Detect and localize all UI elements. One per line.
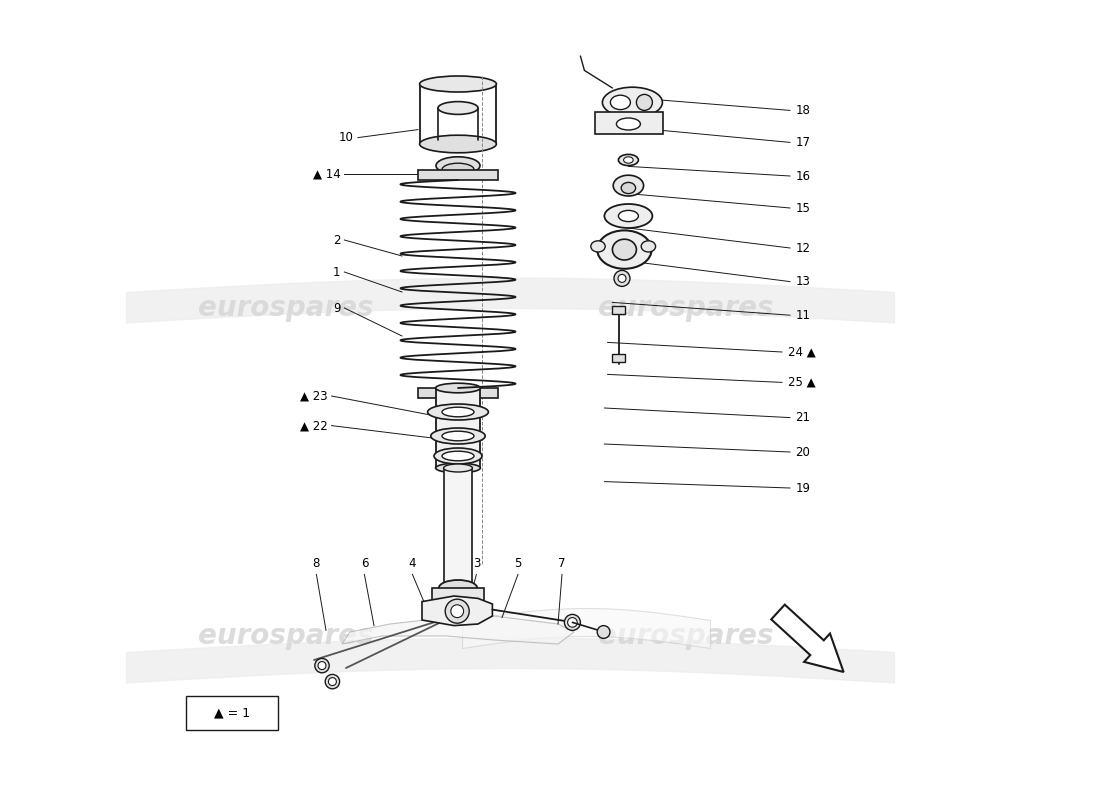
Ellipse shape [442, 407, 474, 417]
Text: 1: 1 [333, 266, 340, 278]
Text: 15: 15 [795, 202, 811, 214]
Circle shape [568, 618, 578, 627]
Ellipse shape [436, 383, 481, 393]
Ellipse shape [597, 230, 651, 269]
Ellipse shape [591, 241, 605, 252]
Circle shape [564, 614, 581, 630]
Text: 24 ▲: 24 ▲ [788, 346, 815, 358]
Text: 18: 18 [795, 104, 811, 117]
Ellipse shape [419, 76, 496, 92]
Ellipse shape [442, 431, 474, 441]
Circle shape [329, 678, 337, 686]
Ellipse shape [428, 404, 488, 420]
Text: 19: 19 [795, 482, 811, 494]
Ellipse shape [621, 182, 636, 194]
Circle shape [315, 658, 329, 673]
Ellipse shape [641, 241, 656, 252]
Text: 4: 4 [409, 558, 416, 570]
Circle shape [597, 626, 611, 638]
Ellipse shape [438, 102, 478, 114]
Text: 12: 12 [795, 242, 811, 254]
Ellipse shape [434, 448, 482, 464]
Polygon shape [342, 616, 574, 644]
Bar [186, 696, 278, 730]
Circle shape [618, 274, 626, 282]
Text: eurospares: eurospares [598, 294, 773, 322]
Ellipse shape [436, 463, 481, 473]
Bar [418, 170, 498, 180]
Ellipse shape [613, 239, 637, 260]
Bar [432, 588, 484, 612]
Circle shape [637, 94, 652, 110]
Text: eurospares: eurospares [598, 622, 773, 650]
Text: 9: 9 [333, 302, 340, 314]
Text: eurospares: eurospares [198, 294, 374, 322]
Ellipse shape [604, 204, 652, 228]
Ellipse shape [446, 602, 470, 614]
Bar [436, 388, 481, 468]
Bar [443, 468, 472, 588]
Text: 5: 5 [515, 558, 521, 570]
FancyArrow shape [771, 605, 844, 672]
Text: 17: 17 [795, 136, 811, 149]
Ellipse shape [442, 451, 474, 461]
Ellipse shape [618, 210, 638, 222]
Ellipse shape [616, 118, 640, 130]
Ellipse shape [431, 428, 485, 444]
Bar [613, 354, 625, 362]
Text: 7: 7 [558, 558, 565, 570]
Circle shape [614, 270, 630, 286]
Circle shape [326, 674, 340, 689]
Circle shape [318, 662, 326, 670]
Bar [613, 306, 625, 314]
Bar [418, 388, 498, 398]
Ellipse shape [610, 95, 630, 110]
Text: 3: 3 [473, 558, 480, 570]
Ellipse shape [613, 175, 644, 196]
Ellipse shape [443, 464, 472, 472]
Text: 10: 10 [339, 131, 354, 144]
Ellipse shape [419, 135, 496, 153]
Circle shape [451, 605, 463, 618]
Circle shape [446, 599, 470, 623]
Text: 25 ▲: 25 ▲ [788, 376, 815, 389]
Text: 20: 20 [795, 446, 811, 458]
Text: 6: 6 [361, 558, 368, 570]
Text: ▲ 23: ▲ 23 [300, 390, 328, 402]
Bar [595, 112, 663, 134]
Text: ▲ = 1: ▲ = 1 [213, 706, 250, 719]
Text: 11: 11 [795, 309, 811, 322]
Ellipse shape [442, 163, 474, 176]
Text: 13: 13 [795, 275, 811, 288]
Ellipse shape [439, 580, 477, 596]
Text: 8: 8 [312, 558, 320, 570]
Text: eurospares: eurospares [198, 622, 374, 650]
Text: 16: 16 [795, 170, 811, 182]
Text: 2: 2 [333, 234, 340, 246]
Polygon shape [422, 596, 493, 626]
Ellipse shape [436, 157, 480, 174]
Ellipse shape [624, 157, 634, 163]
Ellipse shape [603, 87, 662, 118]
Ellipse shape [618, 154, 638, 166]
Text: 21: 21 [795, 411, 811, 424]
Text: ▲ 22: ▲ 22 [300, 419, 328, 432]
Text: ▲ 14: ▲ 14 [312, 168, 340, 181]
